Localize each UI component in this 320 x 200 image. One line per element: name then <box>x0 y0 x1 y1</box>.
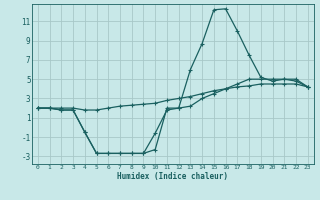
X-axis label: Humidex (Indice chaleur): Humidex (Indice chaleur) <box>117 172 228 181</box>
